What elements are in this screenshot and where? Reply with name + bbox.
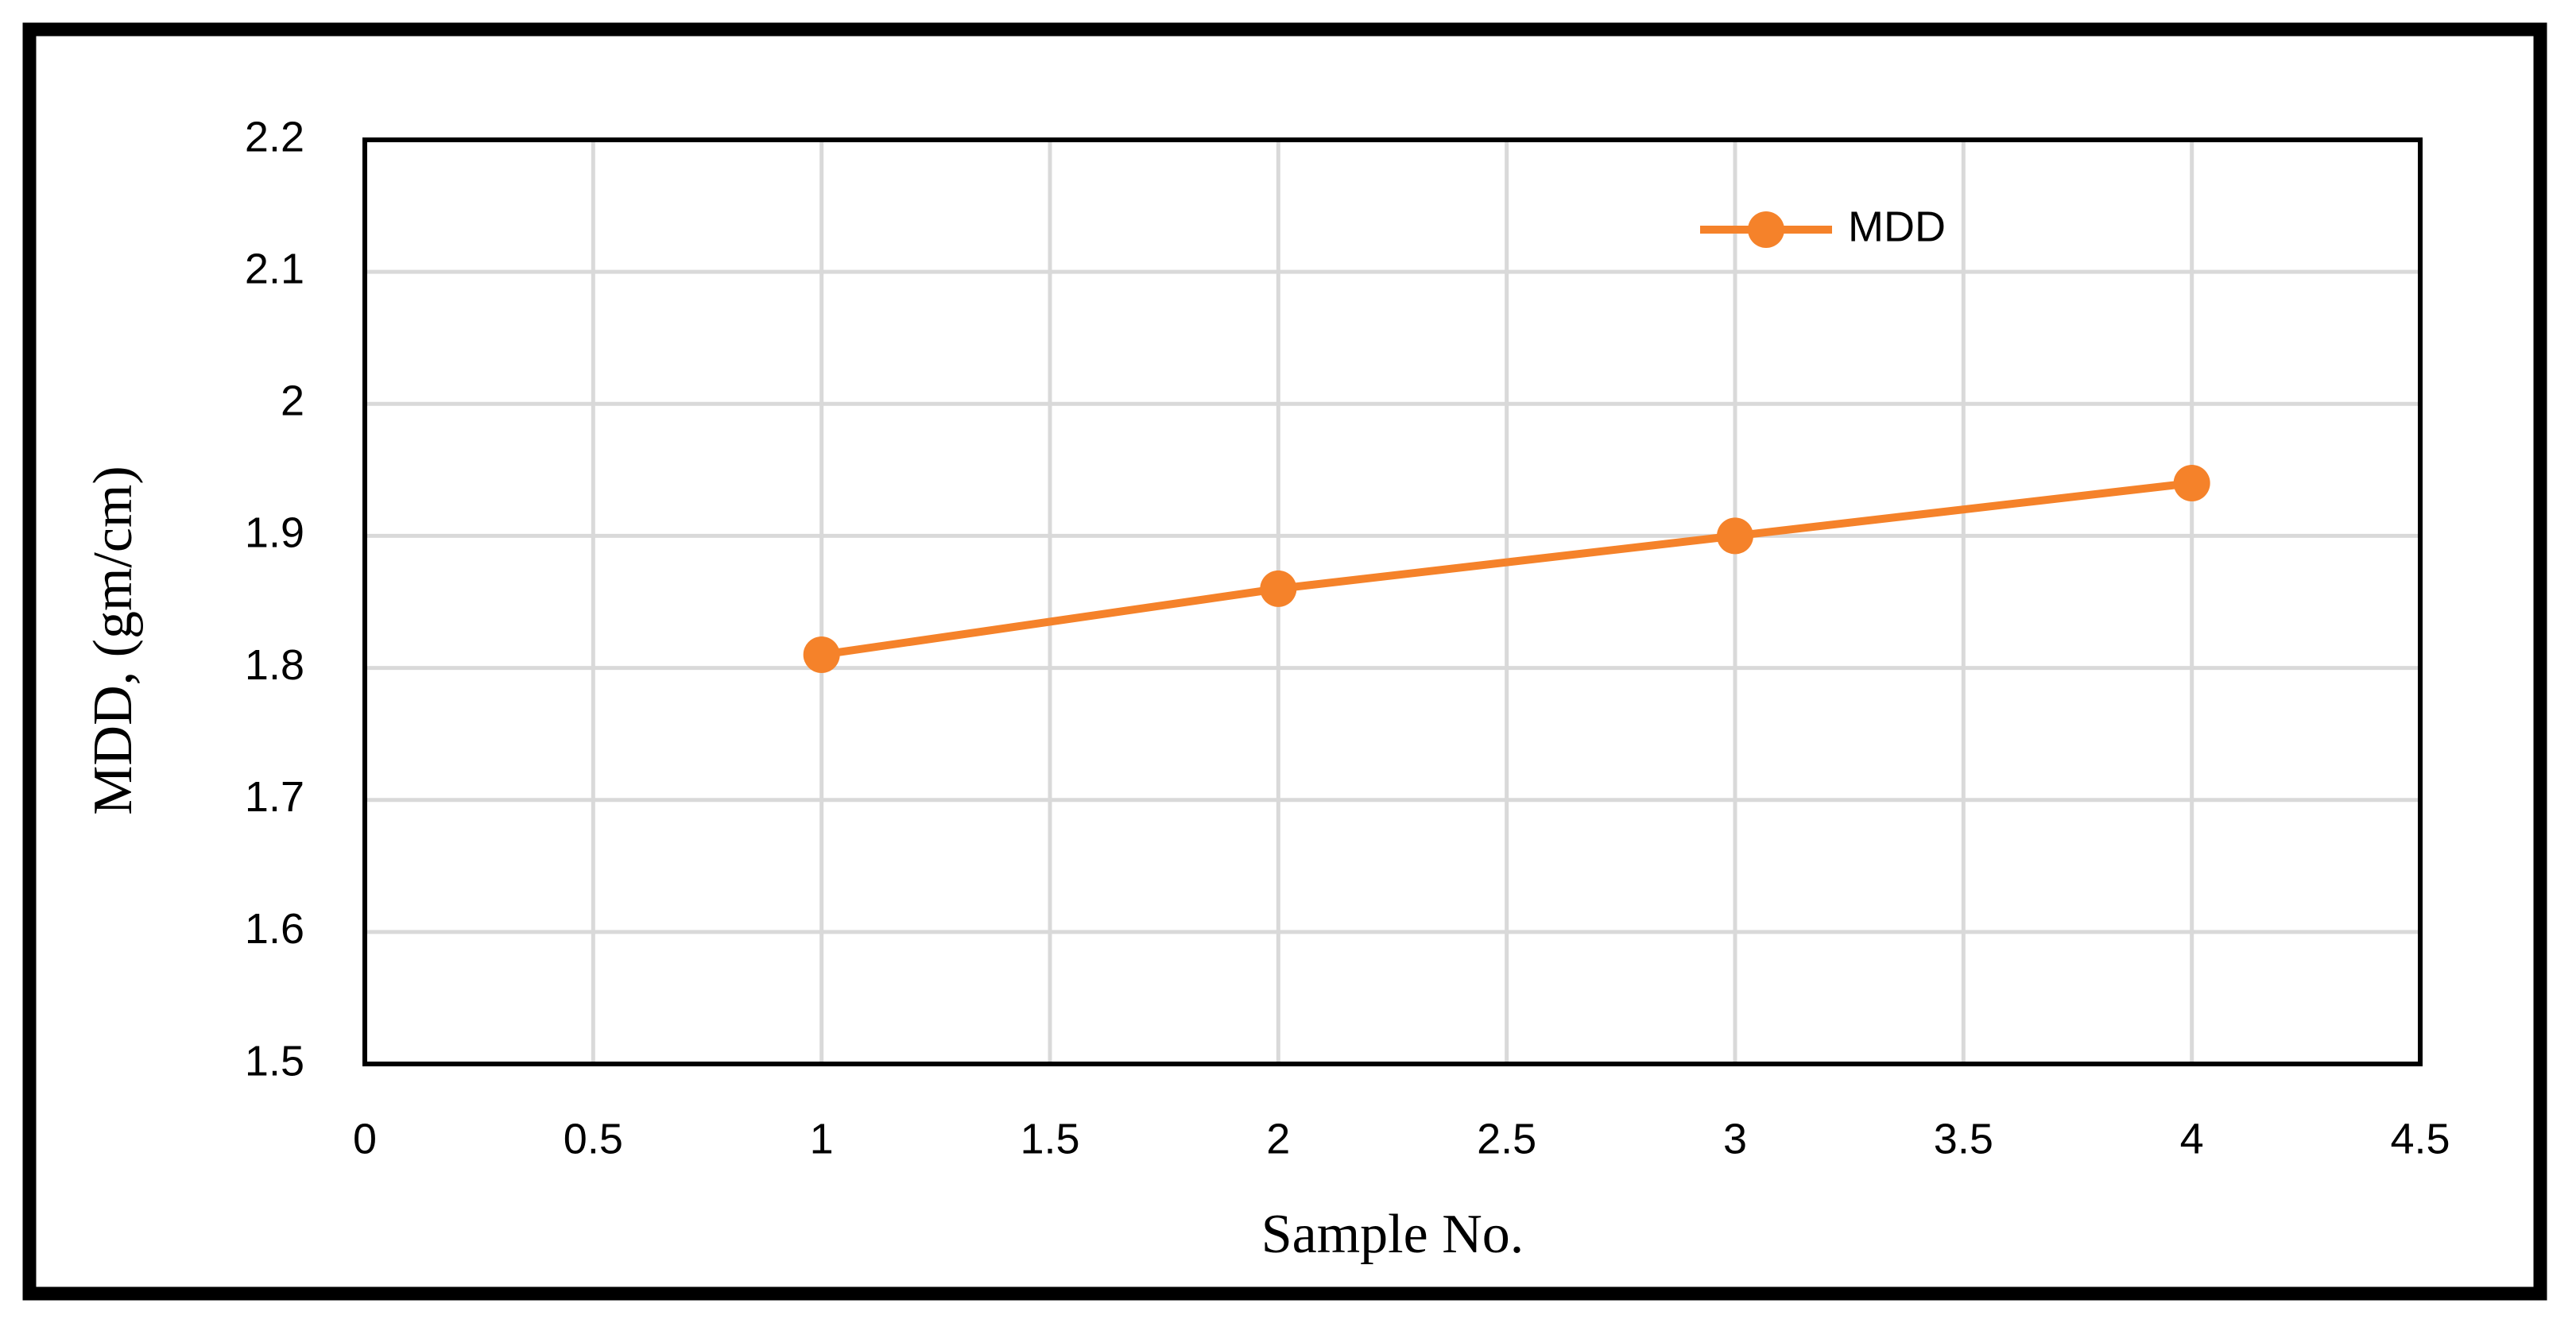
x-tick-label: 2 xyxy=(1266,1115,1290,1162)
data-point xyxy=(803,636,840,673)
y-tick-label: 1.6 xyxy=(245,905,304,953)
plot-border xyxy=(362,137,2423,1066)
x-tick-label: 3 xyxy=(1723,1115,1747,1162)
y-tick-label: 1.7 xyxy=(245,773,304,821)
y-tick-label: 2.1 xyxy=(245,245,304,292)
y-tick-label: 1.5 xyxy=(245,1037,304,1085)
data-line xyxy=(820,479,2193,659)
x-tick-label: 0 xyxy=(353,1115,377,1162)
x-tick-label: 4 xyxy=(2180,1115,2204,1162)
x-tick-label: 2.5 xyxy=(1477,1115,1536,1162)
x-tick-label: 3.5 xyxy=(1934,1115,1993,1162)
x-axis-label: Sample No. xyxy=(1261,1204,1524,1265)
y-tick-label: 1.8 xyxy=(245,641,304,689)
x-tick-label: 0.5 xyxy=(564,1115,623,1162)
data-point xyxy=(1717,517,1753,555)
y-tick-label: 1.9 xyxy=(245,509,304,557)
x-tick-label: 4.5 xyxy=(2390,1115,2450,1162)
y-tick-label: 2 xyxy=(281,377,304,425)
x-tick-label: 1.5 xyxy=(1020,1115,1079,1162)
y-axis-label: MDD, (gm/cm) xyxy=(83,466,144,814)
y-tick-label: 2.2 xyxy=(245,113,304,161)
outer-border xyxy=(22,22,2547,1301)
data-point xyxy=(2173,464,2210,501)
legend-marker xyxy=(1748,211,1784,248)
x-tick-label: 1 xyxy=(810,1115,834,1162)
data-point xyxy=(1260,570,1297,607)
legend-label: MDD xyxy=(1848,203,1946,250)
